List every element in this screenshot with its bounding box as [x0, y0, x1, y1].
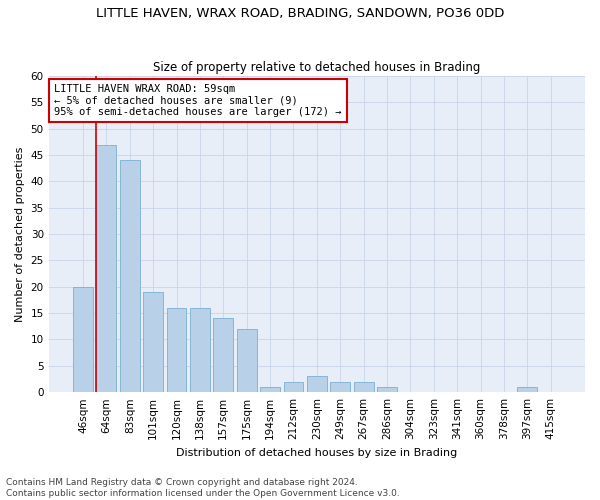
- Bar: [307, 376, 327, 392]
- Bar: [143, 292, 163, 392]
- Text: LITTLE HAVEN, WRAX ROAD, BRADING, SANDOWN, PO36 0DD: LITTLE HAVEN, WRAX ROAD, BRADING, SANDOW…: [96, 8, 504, 20]
- Bar: [260, 387, 280, 392]
- Bar: [517, 387, 537, 392]
- Text: LITTLE HAVEN WRAX ROAD: 59sqm
← 5% of detached houses are smaller (9)
95% of sem: LITTLE HAVEN WRAX ROAD: 59sqm ← 5% of de…: [54, 84, 341, 117]
- Text: Contains HM Land Registry data © Crown copyright and database right 2024.
Contai: Contains HM Land Registry data © Crown c…: [6, 478, 400, 498]
- Title: Size of property relative to detached houses in Brading: Size of property relative to detached ho…: [153, 60, 481, 74]
- Y-axis label: Number of detached properties: Number of detached properties: [15, 146, 25, 322]
- Bar: [237, 329, 257, 392]
- Bar: [330, 382, 350, 392]
- X-axis label: Distribution of detached houses by size in Brading: Distribution of detached houses by size …: [176, 448, 457, 458]
- Bar: [167, 308, 187, 392]
- Bar: [120, 160, 140, 392]
- Bar: [353, 382, 374, 392]
- Bar: [73, 287, 93, 392]
- Bar: [214, 318, 233, 392]
- Bar: [377, 387, 397, 392]
- Bar: [190, 308, 210, 392]
- Bar: [97, 144, 116, 392]
- Bar: [284, 382, 304, 392]
